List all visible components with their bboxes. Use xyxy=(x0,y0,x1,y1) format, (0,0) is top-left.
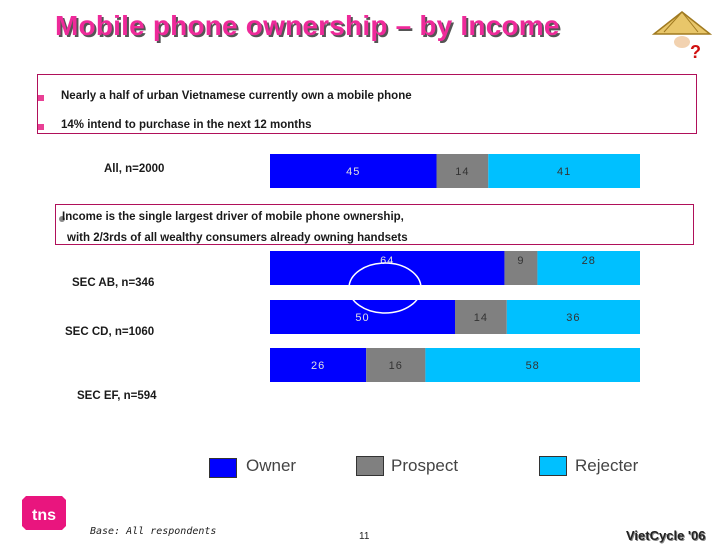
legend-label-rejecter: Rejecter xyxy=(575,456,639,475)
data-label-prospect-1: 9 xyxy=(517,255,524,267)
bar-prospect-1 xyxy=(504,251,538,285)
callout-line-1: Income is the single largest driver of m… xyxy=(62,211,404,223)
finding-1: Nearly a half of urban Vietnamese curren… xyxy=(61,90,412,102)
base-note: Base: All respondents xyxy=(90,526,217,537)
data-label-prospect-3: 16 xyxy=(389,360,403,372)
highlight-circle xyxy=(348,262,422,314)
tns-logo: tns xyxy=(22,496,66,530)
data-label-owner-3: 26 xyxy=(311,360,325,372)
data-label-rejecter-0: 41 xyxy=(557,166,571,178)
data-label-owner-0: 45 xyxy=(346,166,360,178)
page-number: 11 xyxy=(359,531,370,542)
key-findings-box xyxy=(37,74,697,134)
page-title: Mobile phone ownership – by Income xyxy=(55,10,560,41)
data-label-prospect-2: 14 xyxy=(474,312,488,324)
bar-rejecter-2 xyxy=(506,300,640,334)
bar-prospect-0 xyxy=(436,154,489,188)
finding-2: 14% intend to purchase in the next 12 mo… xyxy=(61,119,312,131)
tns-logo-text: tns xyxy=(32,507,56,524)
bar-rejecter-0 xyxy=(488,154,640,188)
bar-prospect-3 xyxy=(366,348,426,382)
row-label-all: All, n=2000 xyxy=(104,163,165,175)
bar-prospect-2 xyxy=(455,300,507,334)
bar-owner-2 xyxy=(270,300,455,334)
data-label-owner-1: 64 xyxy=(380,255,394,267)
footer-brand: VietCycle '06 xyxy=(626,528,706,543)
legend-label-owner: Owner xyxy=(246,456,297,475)
row-label-sec-ab: SEC AB, n=346 xyxy=(72,277,155,289)
bar-rejecter-1 xyxy=(537,251,640,285)
data-label-prospect-0: 14 xyxy=(455,166,469,178)
bullet-icon xyxy=(38,95,44,101)
data-label-owner-2: 50 xyxy=(355,312,369,324)
legend-swatch-prospect xyxy=(356,456,384,476)
conical-hat-question-icon: ? xyxy=(651,11,712,60)
legend-swatch-owner xyxy=(209,458,237,478)
callout-line-2: with 2/3rds of all wealthy consumers alr… xyxy=(67,232,408,244)
bar-rejecter-3 xyxy=(425,348,640,382)
legend-swatch-rejecter xyxy=(539,456,567,476)
data-label-rejecter-3: 58 xyxy=(526,360,540,372)
bar-owner-1 xyxy=(270,251,505,285)
bar-owner-0 xyxy=(270,154,437,188)
callout-box xyxy=(55,204,694,245)
bullet-icon xyxy=(38,124,44,130)
bullet-icon xyxy=(59,216,65,222)
data-label-rejecter-1: 28 xyxy=(582,255,596,267)
data-label-rejecter-2: 36 xyxy=(566,312,580,324)
svg-text:?: ? xyxy=(690,42,701,60)
row-label-sec-ef: SEC EF, n=594 xyxy=(77,390,157,402)
row-label-sec-cd: SEC CD, n=1060 xyxy=(65,326,155,338)
legend-label-prospect: Prospect xyxy=(391,456,459,475)
bar-owner-3 xyxy=(270,348,367,382)
